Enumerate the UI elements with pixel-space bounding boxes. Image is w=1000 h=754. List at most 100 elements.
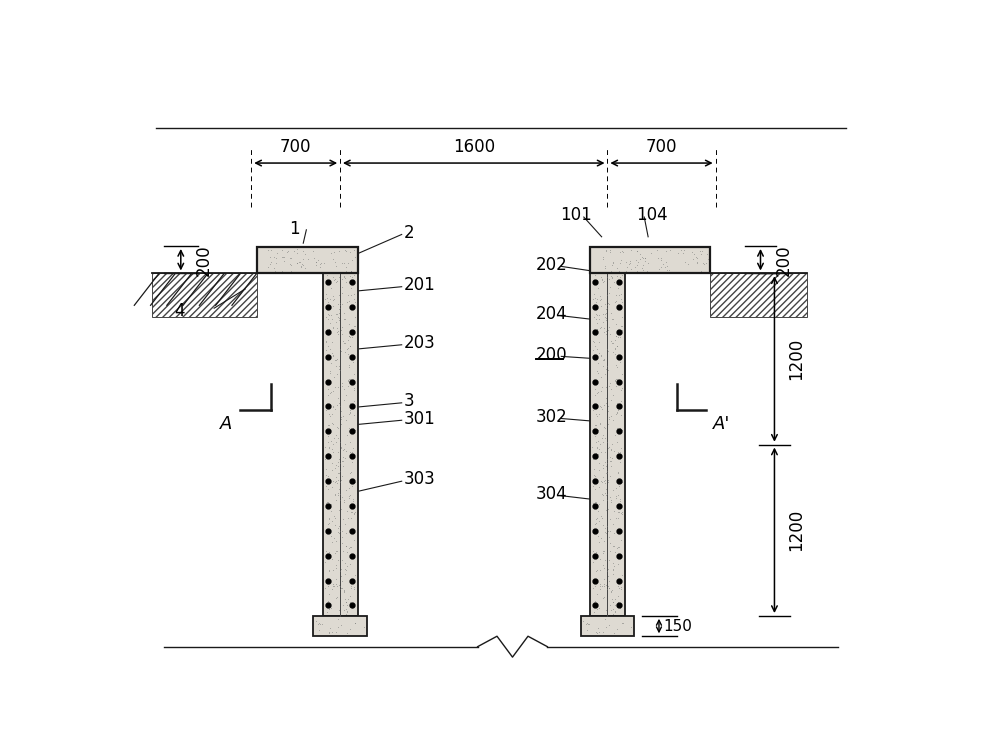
Point [587, 518, 603, 530]
Point [608, 482, 624, 494]
Point [591, 347, 607, 359]
Point [334, 328, 350, 340]
Point [608, 358, 624, 370]
Point [614, 311, 630, 323]
Point [346, 293, 362, 305]
Point [598, 489, 614, 501]
Point [334, 582, 350, 594]
Point [338, 389, 354, 401]
Point [586, 288, 602, 300]
Point [322, 293, 338, 305]
Point [343, 265, 359, 277]
Point [602, 513, 618, 525]
Point [600, 476, 616, 488]
Point [346, 409, 362, 421]
Point [334, 470, 350, 482]
Point [637, 253, 653, 265]
Point [336, 271, 352, 283]
Point [643, 247, 659, 259]
Point [324, 417, 340, 429]
Point [325, 290, 341, 302]
Point [341, 492, 357, 504]
Point [613, 394, 629, 406]
Point [331, 360, 347, 372]
Point [600, 345, 616, 357]
Point [588, 517, 604, 529]
Point [603, 585, 619, 597]
Point [613, 288, 629, 300]
Point [338, 608, 354, 620]
Point [331, 302, 347, 314]
Point [590, 448, 606, 460]
Point [587, 496, 603, 508]
Point [595, 559, 611, 572]
Point [595, 626, 611, 638]
Point [330, 391, 346, 403]
Point [328, 354, 344, 366]
Point [326, 246, 342, 258]
Point [609, 372, 625, 385]
Point [586, 274, 602, 287]
Point [610, 330, 626, 342]
Point [599, 453, 615, 465]
Point [590, 424, 606, 436]
Point [328, 592, 344, 604]
Point [268, 257, 284, 269]
Point [611, 506, 627, 518]
Point [329, 399, 345, 411]
Point [346, 382, 362, 394]
Point [603, 460, 619, 472]
Point [327, 519, 343, 531]
Point [602, 492, 618, 504]
Point [605, 569, 621, 581]
Point [333, 503, 349, 515]
Point [339, 559, 355, 572]
Point [597, 487, 613, 499]
Point [320, 430, 336, 442]
Point [587, 399, 603, 411]
Point [338, 265, 354, 277]
Point [340, 374, 356, 386]
Point [612, 495, 628, 507]
Point [314, 618, 330, 630]
Point [330, 455, 346, 467]
Text: 200: 200 [195, 244, 213, 275]
Point [597, 523, 613, 535]
Point [612, 421, 628, 434]
Point [601, 299, 617, 311]
Point [693, 265, 709, 277]
Point [605, 414, 621, 426]
Point [585, 545, 601, 557]
Point [318, 497, 334, 509]
Point [612, 602, 628, 615]
Point [589, 440, 605, 452]
Point [586, 326, 602, 339]
Point [585, 556, 601, 569]
Point [331, 290, 347, 302]
Point [346, 301, 362, 313]
Point [603, 383, 619, 395]
Point [651, 263, 667, 275]
Bar [590, 274, 625, 616]
Point [603, 270, 619, 282]
Point [332, 437, 348, 449]
Point [335, 460, 351, 472]
Point [320, 388, 336, 400]
Point [608, 329, 624, 342]
Point [291, 256, 307, 268]
Point [320, 580, 336, 592]
Point [344, 375, 360, 387]
Point [589, 387, 605, 399]
Point [295, 253, 311, 265]
Point [602, 545, 618, 557]
Point [344, 446, 360, 458]
Point [293, 261, 309, 273]
Point [332, 302, 348, 314]
Point [585, 523, 601, 535]
Point [342, 602, 358, 614]
Point [603, 265, 619, 277]
Point [318, 335, 334, 347]
Point [346, 581, 362, 593]
Point [346, 507, 362, 520]
Point [330, 474, 346, 486]
